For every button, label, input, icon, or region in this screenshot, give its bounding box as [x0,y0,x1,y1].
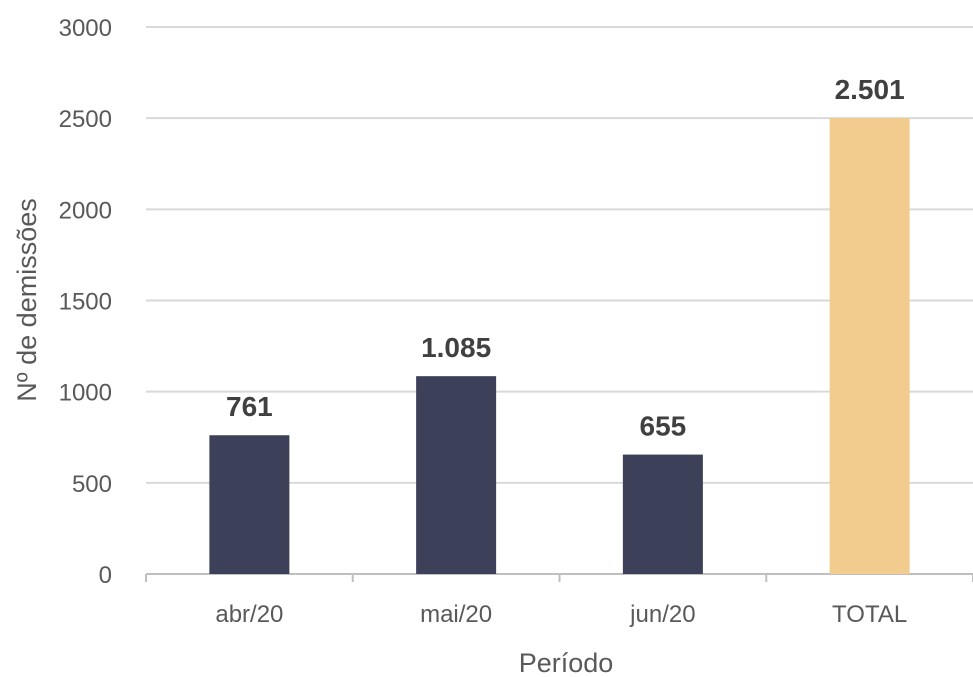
bars [209,117,910,574]
y-axis-title: Nº de demissões [12,198,42,401]
data-label: 1.085 [421,332,491,363]
x-axis-title: Período [519,648,614,677]
x-tick-label: abr/20 [215,601,283,628]
y-tick-labels: 0 500 1000 1500 2000 2500 3000 [59,15,112,589]
x-tick-label: mai/20 [420,601,492,628]
y-tick-label: 1500 [59,289,112,316]
y-tick-label: 500 [72,471,112,498]
y-tick-label: 3000 [59,15,112,42]
x-axis [145,573,973,582]
bar-TOTAL [829,117,910,574]
y-tick-label: 2000 [59,197,112,224]
data-label: 655 [640,411,687,442]
x-tick-label: jun/20 [629,601,695,628]
data-label: 2.501 [835,74,905,105]
bar-abr/20 [209,435,290,574]
y-tick-label: 0 [99,562,112,589]
data-label: 761 [226,391,273,422]
x-tick-labels: abr/20 mai/20 jun/20 TOTAL [215,601,907,628]
x-tick-label: TOTAL [832,601,907,628]
bar-mai/20 [416,376,497,574]
y-tick-label: 2500 [59,106,112,133]
y-tick-label: 1000 [59,380,112,407]
bar-jun/20 [622,454,703,574]
data-labels: 761 1.085 655 2.501 [226,74,905,442]
